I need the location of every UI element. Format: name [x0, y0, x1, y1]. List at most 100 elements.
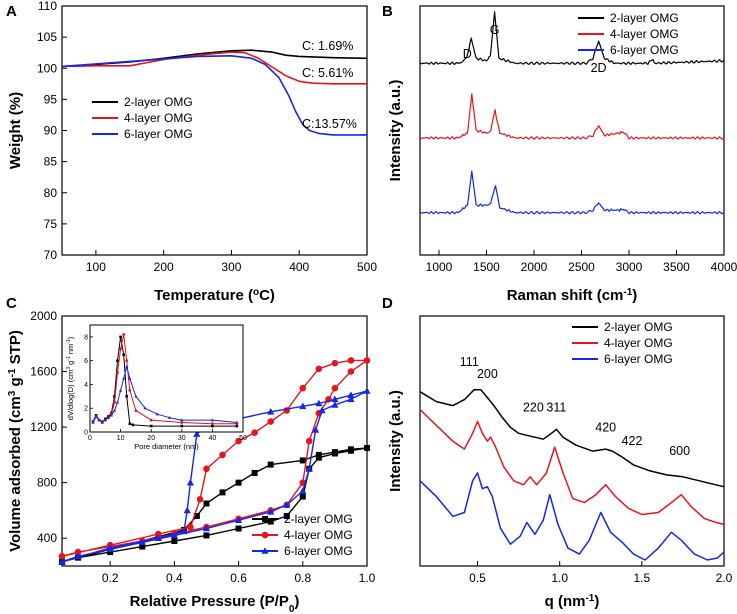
isotherm-point [106, 544, 114, 551]
panel-b-xtick-label: 4000 [711, 260, 737, 274]
panel-b-xlabel: Raman shift (cm-1) [507, 287, 638, 305]
panel-c-ylabel-part: Volume adsorbed (cm [7, 396, 24, 552]
panel-d-ylabel-part: Intensity (a.u.) [387, 390, 404, 492]
inset-ylabel-part: 3 [66, 367, 72, 370]
panel-d-xlabel-part: ) [594, 593, 599, 610]
isotherm-point [58, 552, 66, 560]
panel-a-ytick-label: 100 [37, 61, 57, 75]
panel-a-ytick-label: 95 [44, 92, 58, 106]
inset-frame [89, 324, 244, 433]
panel-c-xtick-label: 0.4 [166, 571, 183, 585]
panel-c-xtick-label: 0.2 [102, 571, 119, 585]
isotherm-point [283, 513, 290, 519]
isotherm-point [58, 558, 66, 565]
panel-b-xtick-label: 3000 [616, 260, 643, 274]
panel-a-ytick-label: 70 [44, 248, 58, 262]
inset-ylabel-part: g [66, 361, 75, 367]
isotherm-point [267, 418, 274, 425]
pore-size-point [109, 413, 114, 417]
isotherm-point [312, 426, 320, 433]
raman-spectrum [419, 93, 725, 140]
raman-spectrum [419, 11, 725, 66]
isotherm-point [170, 531, 178, 539]
carbon-content-annotation: C: 1.69% [302, 39, 353, 53]
panel-d-legend-label: 6-layer OMG [604, 352, 673, 366]
isotherm-point [139, 543, 146, 550]
isotherm-point [180, 527, 188, 535]
isotherm-point [234, 516, 243, 523]
panel-c-ylabel-part: 3 [7, 390, 18, 396]
pore-size-point [211, 424, 214, 428]
pore-size-point [180, 424, 184, 428]
pore-size-point [125, 359, 129, 363]
isotherm-point [299, 487, 307, 494]
inset-ylabel-part: dV/dlog(D) (cm [66, 370, 75, 420]
isotherm-point [186, 478, 195, 486]
peak-label-2d: 2D [591, 61, 607, 75]
pore-size-point [122, 333, 126, 336]
isotherm-point [203, 532, 210, 539]
pore-size-point [115, 400, 120, 404]
panel-a-xlabel-part: C) [259, 287, 275, 304]
isotherm-point [267, 408, 275, 415]
pore-size-point [167, 416, 172, 419]
panel-c-legend-label: 4-layer OMG [284, 528, 353, 542]
isotherm-point [235, 479, 242, 486]
isotherm-point [299, 402, 307, 410]
panel-c-xlabel-part: ) [294, 593, 299, 610]
miller-index-label: 420 [595, 420, 616, 434]
panel-b-legend-label: 6-layer OMG [610, 43, 679, 57]
pore-size-point [119, 335, 122, 339]
saxs-curve [419, 408, 725, 526]
inset-xtick-label: 50 [239, 435, 247, 442]
panel-c-ylabel-part: g [7, 377, 24, 390]
panel-letter-c: C [6, 295, 17, 312]
panel-letter-a: A [6, 3, 17, 20]
panel-c-ytick-label: 1200 [30, 420, 57, 434]
panel-c-xtick-label: 0.6 [230, 571, 247, 585]
panel-b-xtick-label: 1000 [426, 260, 453, 274]
miller-index-label: 111 [460, 355, 479, 369]
panel-a-xtick-label: 100 [86, 260, 106, 274]
panel-c-legend-marker [261, 531, 269, 539]
pore-size-point [134, 409, 138, 412]
panel-b-xtick-label: 3500 [663, 260, 690, 274]
panel-a-xtick-label: 300 [221, 260, 241, 274]
panel-a-xlabel-part: o [253, 287, 259, 298]
panel-c-frame [61, 315, 368, 567]
panel-c-ylabel: Volume adsorbed (cm3 g-1 STP) [7, 330, 25, 552]
miller-index-label: 311 [546, 401, 566, 415]
panel-b-xlabel-part: ) [632, 287, 637, 304]
inset-xtick-label: 0 [88, 435, 92, 442]
panel-c-legend-label: 2-layer OMG [284, 512, 353, 526]
panel-d-xtick-label: 1.5 [633, 571, 650, 585]
isotherm-point [283, 501, 291, 508]
panel-d-xlabel-part: -1 [585, 593, 594, 604]
isotherm-point [331, 401, 339, 408]
panel-d-xtick-label: 1.0 [551, 571, 568, 585]
pore-size-point [103, 418, 107, 422]
pore-size-point [119, 388, 123, 392]
inset-ytick-label: 2 [84, 406, 88, 413]
panel-a-ylabel-part: Weight (%) [7, 92, 24, 169]
panel-c-ylabel-part: STP) [7, 330, 24, 368]
panel-b-xlabel-part: -1 [623, 287, 632, 298]
miller-index-label: 600 [669, 444, 690, 458]
inset-ytick-label: 8 [84, 334, 88, 341]
panel-c-legend-marker [261, 547, 269, 554]
pore-size-point [155, 412, 159, 416]
isotherm-point [203, 500, 210, 507]
isotherm-point [318, 406, 326, 414]
panel-c-xlabel-part: Relative Pressure (P/P [130, 593, 289, 610]
peak-label-d: D [463, 47, 472, 61]
panel-d-legend-label: 4-layer OMG [604, 336, 673, 350]
isotherm-point [74, 552, 82, 560]
inset-xtick-label: 30 [178, 435, 186, 442]
panel-b-ylabel-part: Intensity (a.u.) [387, 80, 404, 182]
panel-letter-b: B [382, 3, 393, 20]
panel-b-xtick-label: 2500 [568, 260, 595, 274]
pore-size-point [113, 400, 116, 404]
pore-size-point [180, 421, 184, 424]
panel-c-xlabel-part: 0 [289, 604, 295, 614]
